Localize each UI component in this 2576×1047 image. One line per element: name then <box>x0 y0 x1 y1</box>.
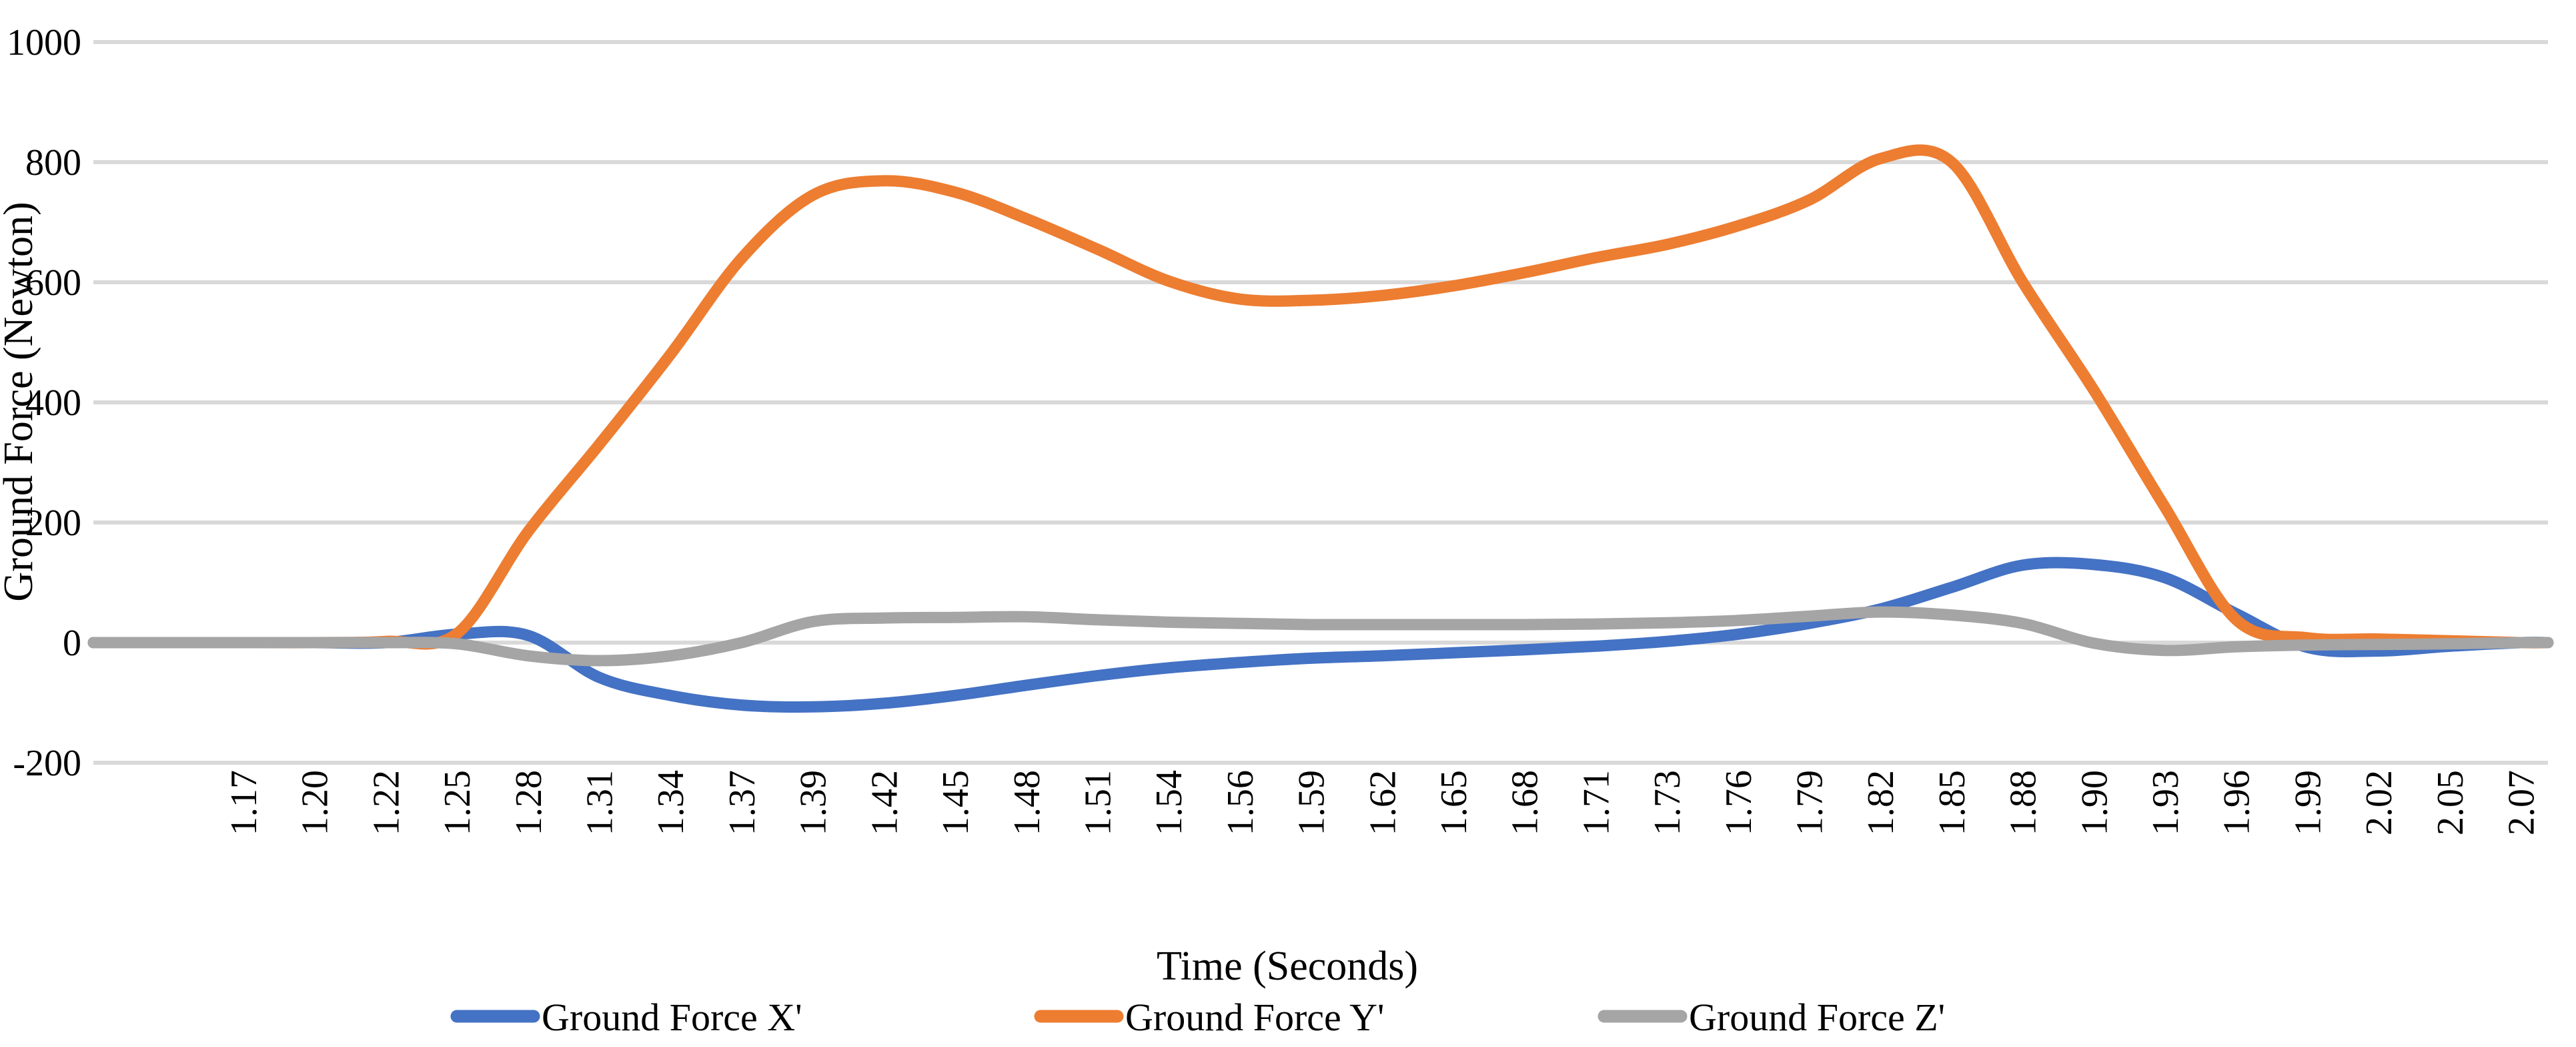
legend-label-ground-force-x: Ground Force X' <box>542 996 802 1039</box>
x-tick-label-1.31: 1.31 <box>580 770 621 835</box>
y-tick-label-1000: 1000 <box>7 22 81 63</box>
x-tick-label-2.05: 2.05 <box>2430 770 2471 835</box>
legend-label-ground-force-y: Ground Force Y' <box>1125 996 1384 1039</box>
x-tick-label-1.76: 1.76 <box>1718 770 1760 835</box>
x-tick-label-1.71: 1.71 <box>1575 770 1617 835</box>
y-axis-title: Ground Force (Newton) <box>0 202 41 601</box>
legend: Ground Force X' Ground Force Y' Ground For… <box>450 996 1945 1039</box>
x-tick-label-2.02: 2.02 <box>2359 770 2400 835</box>
x-tick-label-1.82: 1.82 <box>1860 770 1902 835</box>
x-tick-label-1.73: 1.73 <box>1647 770 1688 835</box>
y-tick-label--200: -200 <box>13 743 81 784</box>
x-tick-label-1.39: 1.39 <box>793 770 834 835</box>
x-tick-label-1.45: 1.45 <box>935 770 977 835</box>
x-tick-label-1.62: 1.62 <box>1362 770 1403 835</box>
x-tick-label-1.88: 1.88 <box>2003 770 2044 835</box>
x-tick-label-1.59: 1.59 <box>1291 770 1333 835</box>
x-axis-tick-labels: 1.17 1.20 1.22 1.25 1.28 1.31 1.34 1.37 1.39 1.42… <box>223 770 2542 835</box>
y-tick-label-0: 0 <box>63 623 81 664</box>
y-tick-label-600: 600 <box>25 262 81 304</box>
y-tick-label-200: 200 <box>25 502 81 544</box>
series-line-ground-force-z <box>87 606 2554 667</box>
x-tick-label-1.42: 1.42 <box>864 770 905 835</box>
x-tick-label-1.28: 1.28 <box>508 770 550 835</box>
x-tick-label-1.99: 1.99 <box>2287 770 2329 835</box>
x-axis-title: Time (Seconds) <box>1157 944 1418 989</box>
x-tick-label-1.48: 1.48 <box>1007 770 1048 835</box>
x-tick-label-1.93: 1.93 <box>2145 770 2186 835</box>
x-tick-label-1.37: 1.37 <box>722 770 763 835</box>
x-tick-label-1.54: 1.54 <box>1149 770 1190 835</box>
x-tick-label-1.90: 1.90 <box>2074 770 2115 835</box>
y-tick-label-800: 800 <box>25 142 81 184</box>
x-tick-label-1.34: 1.34 <box>650 770 692 835</box>
x-tick-label-1.96: 1.96 <box>2216 770 2258 835</box>
x-tick-label-1.68: 1.68 <box>1505 770 1546 835</box>
y-tick-label-400: 400 <box>25 382 81 424</box>
x-tick-label-1.79: 1.79 <box>1790 770 1831 835</box>
series-line-ground-force-y <box>87 144 2554 650</box>
series-lines <box>87 144 2554 713</box>
y-axis-tick-labels: -200 0 200 400 600 800 1000 <box>7 22 81 784</box>
x-tick-label-1.22: 1.22 <box>366 770 407 835</box>
x-tick-label-1.65: 1.65 <box>1433 770 1475 835</box>
x-tick-label-1.85: 1.85 <box>1932 770 1973 835</box>
x-tick-label-1.20: 1.20 <box>295 770 336 835</box>
x-tick-label-1.25: 1.25 <box>437 770 478 835</box>
gridlines <box>93 40 2548 765</box>
legend-label-ground-force-z: Ground Force Z' <box>1689 996 1945 1039</box>
x-tick-label-2.07: 2.07 <box>2501 770 2543 835</box>
x-tick-label-1.51: 1.51 <box>1077 770 1119 835</box>
series-line-ground-force-x <box>87 557 2554 713</box>
x-tick-label-1.17: 1.17 <box>223 770 265 835</box>
x-tick-label-1.56: 1.56 <box>1220 770 1261 835</box>
